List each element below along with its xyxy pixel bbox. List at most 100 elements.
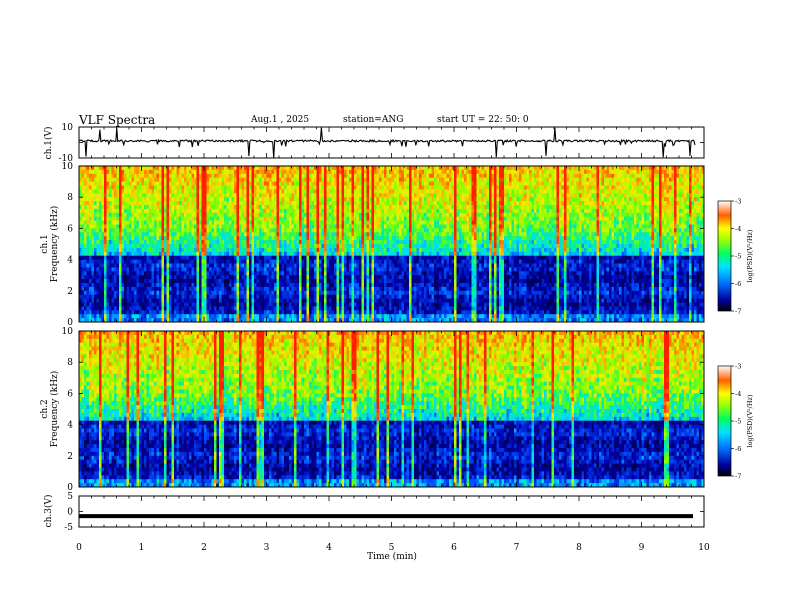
spectrogram-cell bbox=[297, 170, 300, 174]
spectrogram-cell bbox=[172, 295, 175, 299]
spectrogram-cell bbox=[127, 217, 130, 221]
spectrogram-cell bbox=[242, 225, 245, 229]
spectrogram-cell bbox=[164, 295, 167, 299]
spectrogram-cell bbox=[269, 232, 272, 236]
spectrogram-cell bbox=[137, 178, 140, 182]
spectrogram-cell bbox=[252, 256, 255, 260]
spectrogram-cell bbox=[212, 197, 215, 201]
spectrogram-cell bbox=[332, 189, 335, 193]
spectrogram-cell bbox=[247, 174, 250, 178]
spectrogram-cell bbox=[134, 283, 137, 287]
spectrogram-cell bbox=[294, 232, 297, 236]
spectrogram-cell bbox=[144, 287, 147, 291]
spectrogram-cell bbox=[249, 310, 252, 314]
spectrogram-cell bbox=[207, 221, 210, 225]
spectrogram-cell bbox=[372, 244, 375, 248]
spectrogram-cell bbox=[227, 291, 230, 295]
spectrogram-cell bbox=[382, 209, 385, 213]
spectrogram-cell bbox=[377, 283, 380, 287]
spectrogram-cell bbox=[84, 283, 87, 287]
spectrogram-cell bbox=[187, 295, 190, 299]
spectrogram-cell bbox=[257, 252, 260, 256]
spectrogram-cell bbox=[237, 166, 240, 170]
spectrogram-cell bbox=[334, 193, 337, 197]
spectrogram-cell bbox=[332, 267, 335, 271]
spectrogram-cell bbox=[187, 236, 190, 240]
spectrogram-cell bbox=[184, 279, 187, 283]
spectrogram-cell bbox=[282, 205, 285, 209]
spectrogram-cell bbox=[247, 170, 250, 174]
spectrogram-cell bbox=[172, 260, 175, 264]
spectrogram-cell bbox=[137, 213, 140, 217]
spectrogram-cell bbox=[379, 291, 382, 295]
spectrogram-cell bbox=[199, 217, 202, 221]
spectrogram-cell bbox=[367, 170, 370, 174]
spectrogram-cell bbox=[217, 291, 220, 295]
spectrogram-cell bbox=[242, 201, 245, 205]
spectrogram-cell bbox=[144, 303, 147, 307]
spectrogram-cell bbox=[92, 178, 95, 182]
spectrogram-cell bbox=[124, 236, 127, 240]
spectrogram-cell bbox=[234, 244, 237, 248]
spectrogram-cell bbox=[267, 201, 270, 205]
spectrogram-cell bbox=[124, 178, 127, 182]
spectrogram-cell bbox=[147, 189, 150, 193]
spectrogram-cell bbox=[239, 186, 242, 190]
spectrogram-cell bbox=[314, 236, 317, 240]
spectrogram-cell bbox=[294, 221, 297, 225]
spectrogram-cell bbox=[332, 279, 335, 283]
spectrogram-cell bbox=[357, 295, 360, 299]
spectrogram-cell bbox=[154, 205, 157, 209]
spectrogram-cell bbox=[347, 248, 350, 252]
spectrogram-cell bbox=[154, 174, 157, 178]
spectrogram-cell bbox=[112, 271, 115, 275]
spectrogram-cell bbox=[284, 252, 287, 256]
spectrogram-cell bbox=[104, 166, 107, 170]
spectrogram-cell bbox=[179, 240, 182, 244]
spectrogram-cell bbox=[257, 221, 260, 225]
spectrogram-cell bbox=[124, 299, 127, 303]
spectrogram-cell bbox=[82, 201, 85, 205]
spectrogram-cell bbox=[242, 314, 245, 318]
spectrogram-cell bbox=[129, 221, 132, 225]
spectrogram-cell bbox=[349, 232, 352, 236]
spectrogram-cell bbox=[174, 197, 177, 201]
spectrogram-cell bbox=[324, 232, 327, 236]
spectrogram-cell bbox=[264, 291, 267, 295]
spectrogram-cell bbox=[164, 225, 167, 229]
spectrogram-cell bbox=[157, 310, 160, 314]
spectrogram-cell bbox=[94, 260, 97, 264]
spectrogram-cell bbox=[89, 248, 92, 252]
spectrogram-cell bbox=[84, 240, 87, 244]
spectrogram-cell bbox=[234, 256, 237, 260]
spectrogram-cell bbox=[282, 221, 285, 225]
spectrogram-cell bbox=[314, 287, 317, 291]
spectrogram-cell bbox=[267, 217, 270, 221]
spectrogram-cell bbox=[214, 275, 217, 279]
spectrogram-cell bbox=[177, 248, 180, 252]
spectrogram-cell bbox=[307, 306, 310, 310]
spectrogram-cell bbox=[182, 264, 185, 268]
spectrogram-cell bbox=[247, 228, 250, 232]
spectrogram-cell bbox=[324, 256, 327, 260]
spectrogram-cell bbox=[204, 291, 207, 295]
spectrogram-cell bbox=[157, 248, 160, 252]
spectrogram-cell bbox=[99, 279, 102, 283]
spectrogram-cell bbox=[317, 291, 320, 295]
spectrogram-cell bbox=[137, 244, 140, 248]
spectrogram-cell bbox=[274, 228, 277, 232]
spectrogram-cell bbox=[129, 182, 132, 186]
spectrogram-cell bbox=[94, 166, 97, 170]
spectrogram-cell bbox=[289, 182, 292, 186]
spectrogram-cell bbox=[252, 201, 255, 205]
spectrogram-cell bbox=[102, 186, 105, 190]
spectrogram-cell bbox=[344, 193, 347, 197]
spectrogram-cell bbox=[287, 260, 290, 264]
spectrogram-cell bbox=[269, 283, 272, 287]
spectrogram-cell bbox=[97, 310, 100, 314]
spectrogram-cell bbox=[197, 166, 200, 170]
spectrogram-cell bbox=[219, 225, 222, 229]
spectrogram-cell bbox=[302, 264, 305, 268]
spectrogram-cell bbox=[252, 271, 255, 275]
spectrogram-cell bbox=[119, 244, 122, 248]
